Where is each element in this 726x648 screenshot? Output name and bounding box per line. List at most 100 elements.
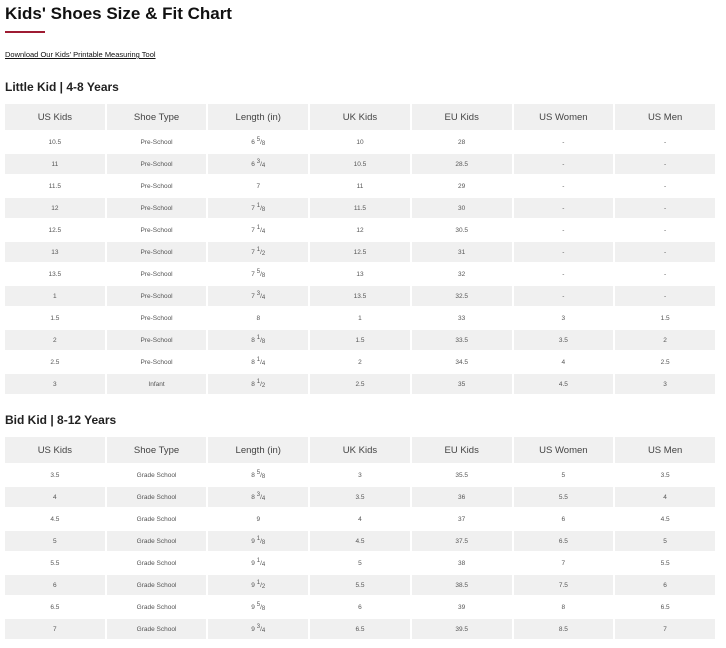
fraction-denominator: 4 — [261, 229, 266, 235]
length-whole: 7 — [251, 249, 255, 256]
table-row: 11 Pre-School 6 3/4 10.5 28.5- - — [5, 154, 715, 174]
length-cell: 7 3/4 — [208, 286, 309, 306]
table-cell: 4.5 — [310, 531, 410, 551]
table-cell: 3 — [358, 471, 362, 479]
fraction-denominator: 2 — [261, 251, 266, 257]
table-row: 7 Grade School 9 3/4 6.5 39.5 8.5 7 — [5, 619, 715, 639]
table-cell: - — [664, 226, 667, 234]
table-cell: 6 — [358, 603, 362, 611]
column-header: Shoe Type — [106, 437, 207, 463]
table-cell: Infant — [106, 374, 207, 394]
size-sections: Little Kid | 4-8 Years US Kids Shoe Type Le… — [5, 80, 721, 641]
column-header: US Women — [513, 104, 614, 130]
table-cell: 3 — [615, 374, 715, 394]
table-cell: 13.5 — [310, 286, 410, 306]
table-cell: 4 — [5, 487, 105, 507]
fraction-denominator: 4 — [261, 163, 266, 169]
table-cell: 34.5 — [455, 358, 468, 366]
length-cell: 9 1/8 — [208, 531, 309, 551]
page-title: Kids' Shoes Size & Fit Chart — [5, 4, 232, 23]
table-cell: - — [513, 242, 614, 262]
length-whole: 8 — [251, 494, 255, 501]
table-cell: 6.5 — [50, 603, 60, 611]
table-row: 13.5 Pre-School 7 5/8 13 32 - - — [5, 264, 715, 284]
table-cell: 1.5 — [660, 314, 670, 322]
table-row: 2 Pre-School 8 1/8 1.5 33.5 3.5 2 — [5, 330, 715, 350]
table-row: 4 Grade School 8 3/4 3.5 36 5.5 4 — [5, 487, 715, 507]
section-title: Bid Kid | 8-12 Years — [5, 413, 117, 427]
table-cell: 7 — [5, 619, 105, 639]
fraction-denominator: 8 — [261, 273, 266, 279]
length-whole: 9 — [251, 538, 255, 545]
length-whole: 6 — [251, 161, 255, 168]
table-cell: 28 — [458, 138, 466, 146]
table-cell: 3.5 — [660, 471, 670, 479]
column-header: US Men — [615, 104, 715, 130]
length-cell: 7 1/4 — [251, 225, 266, 235]
table-cell: 5 — [615, 531, 715, 551]
table-cell: 13.5 — [48, 270, 62, 278]
table-cell: 39 — [458, 603, 466, 611]
table-cell: 3 — [5, 374, 105, 394]
table-cell: Grade School — [106, 487, 207, 507]
fraction-numerator: 1 — [256, 203, 261, 209]
table-cell: 33 — [458, 314, 466, 322]
length-whole: 7 — [256, 182, 261, 190]
length-whole: 7 — [251, 227, 255, 234]
table-cell: 4 — [615, 487, 715, 507]
fraction-denominator: 8 — [261, 540, 266, 546]
table-cell: 2 — [5, 330, 105, 350]
table-cell: 2 — [615, 330, 715, 350]
table-cell: 31 — [411, 242, 512, 262]
column-header: US Kids — [5, 104, 105, 130]
column-header: UK Kids — [310, 437, 410, 463]
size-table: US Kids Shoe Type Length (in) UK Kids EU Kid… — [3, 435, 717, 641]
table-row: 6 Grade School 9 1/2 5.5 38.5 7.5 6 — [5, 575, 715, 595]
table-cell: 6.5 — [513, 531, 614, 551]
table-cell: - — [562, 182, 565, 190]
table-cell: 10 — [356, 138, 364, 146]
length-cell: 8 1/8 — [208, 330, 309, 350]
table-cell: Pre-School — [140, 226, 173, 234]
fraction-numerator: 3 — [256, 159, 261, 165]
length-cell: 8 3/4 — [208, 487, 309, 507]
table-cell: - — [664, 182, 667, 190]
table-cell: 4.5 — [660, 515, 670, 523]
table-cell: Pre-School — [106, 154, 207, 174]
table-cell: 5.5 — [660, 559, 670, 567]
length-whole: 8 — [256, 314, 261, 322]
table-cell: - — [513, 154, 614, 174]
table-cell: - — [664, 270, 667, 278]
table-row: 12 Pre-School 7 1/8 11.5 30- - — [5, 198, 715, 218]
length-cell: 8 1/2 — [208, 374, 309, 394]
table-cell: 7.5 — [513, 575, 614, 595]
table-cell: 7 — [561, 559, 566, 567]
table-cell: 2 — [358, 358, 362, 366]
table-row: 4.5 Grade School 9 4 37 6 4.5 — [5, 509, 715, 529]
length-whole: 9 — [251, 560, 255, 567]
fraction-numerator: 1 — [256, 558, 261, 564]
table-cell: 33.5 — [411, 330, 512, 350]
fraction-denominator: 4 — [261, 295, 266, 301]
length-whole: 6 — [251, 139, 255, 146]
table-cell: 6.5 — [310, 619, 410, 639]
table-cell: 35.5 — [455, 471, 468, 479]
table-cell: 5.5 — [513, 487, 614, 507]
table-row: 5.5 Grade School 9 1/4 5 38 7 5.5 — [5, 553, 715, 573]
table-cell: Pre-School — [140, 314, 173, 322]
length-cell: 6 5/8 — [251, 137, 266, 147]
download-measuring-tool-link[interactable]: Download Our Kids' Printable Measuring T… — [5, 50, 156, 59]
table-cell: 36 — [411, 487, 512, 507]
length-cell: 9 3/4 — [208, 619, 309, 639]
fraction-denominator: 8 — [261, 339, 266, 345]
table-cell: Pre-School — [106, 198, 207, 218]
fraction-denominator: 8 — [261, 606, 266, 612]
column-header: US Men — [615, 437, 715, 463]
column-header: US Women — [513, 437, 614, 463]
length-cell: 9 1/2 — [208, 575, 309, 595]
length-whole: 7 — [251, 205, 255, 212]
table-cell: 3.5 — [50, 471, 60, 479]
length-cell: 7 1/2 — [208, 242, 309, 262]
table-row: 1.5 Pre-School 8 1 33 3 1.5 — [5, 308, 715, 328]
table-cell: Grade School — [136, 559, 177, 567]
